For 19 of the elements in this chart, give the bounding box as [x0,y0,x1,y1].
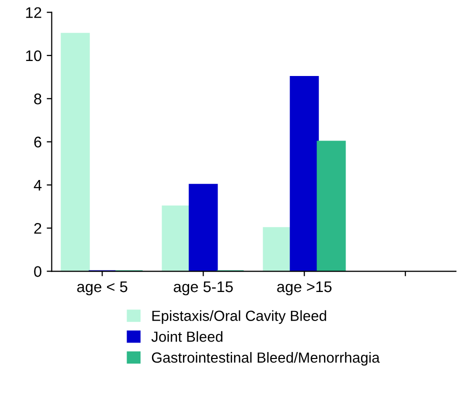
x-tick-label: age >15 [277,282,332,296]
legend-label: Epistaxis/Oral Cavity Bleed [152,310,326,324]
x-tick-label: age < 5 [77,282,128,296]
bar [162,205,191,272]
bar [316,140,346,272]
bar [60,32,90,272]
y-tick-label: 2 [34,222,42,234]
bar [262,227,292,272]
bar [188,184,218,272]
legend-label: Joint Bleed [151,331,222,342]
y-tick-label: 0 [34,266,42,277]
y-tick-label: 4 [34,180,42,190]
bar [290,76,319,272]
y-tick-label: 6 [34,136,42,148]
x-tick-label: age 5-15 [174,282,233,296]
y-tick-label: 12 [26,7,42,18]
y-tick-label: 10 [26,50,42,62]
y-tick-label: 8 [34,94,42,104]
legend-label: Gastrointestinal Bleed/Menorrhagia [152,352,380,366]
